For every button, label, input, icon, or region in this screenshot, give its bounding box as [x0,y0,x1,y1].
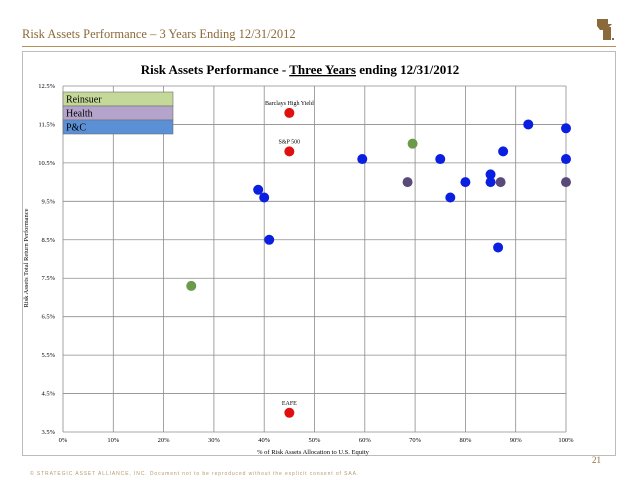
legend-label: P&C [66,123,86,134]
scatter-point [485,177,496,188]
legend-swatch [62,119,174,135]
chart-frame [22,51,616,456]
y-tick-label: 9.5% [41,198,55,205]
x-tick-label: 0% [59,437,68,444]
scatter-point [435,154,446,165]
x-tick-label: 50% [309,437,322,444]
x-tick-label: 10% [107,437,120,444]
x-tick-label: 30% [208,437,221,444]
legend-label: Reinsuer [66,95,102,106]
scatter-point [460,177,471,188]
y-tick-label: 3.5% [41,429,55,436]
scatter-point [523,119,534,130]
scatter-point [485,169,496,180]
y-tick-label: 12.5% [38,83,55,90]
x-tick-label: 60% [359,437,372,444]
x-tick-label: 80% [459,437,472,444]
page-title: Risk Assets Performance – 3 Years Ending… [22,27,296,41]
y-tick-label: 6.5% [41,314,55,321]
y-tick-label: 4.5% [41,391,55,398]
page-number: 21 [592,455,601,465]
footer-copyright: © STRATEGIC ASSET ALLIANCE, INC. Documen… [30,471,360,477]
x-tick-label: 90% [510,437,523,444]
scatter-point [284,407,295,418]
scatter-point [407,138,418,149]
x-tick-label: 100% [558,437,574,444]
x-tick-label: 70% [409,437,422,444]
scatter-point [561,123,571,134]
scatter-point [284,146,295,157]
x-axis-label: % of Risk Assets Allocation to U.S. Equi… [257,449,370,456]
scatter-point [253,184,264,195]
scatter-point [284,107,295,118]
chart-title-prefix: Risk Assets Performance - [141,62,290,77]
scatter-point [264,234,275,245]
point-annotation: Barclays High Yield [265,101,314,107]
y-tick-label: 5.5% [41,352,55,359]
point-annotation: EAFE [282,401,297,407]
scatter-point [259,192,270,203]
chart-title: Risk Assets Performance - Three Years en… [141,62,460,77]
y-axis-label: Risk Assets Total Return Performance [23,208,30,307]
scatter-point [186,280,197,291]
x-tick-label: 20% [158,437,171,444]
scatter-point [561,154,571,165]
scatter-point [561,177,571,188]
y-tick-label: 10.5% [38,160,55,167]
legend-label: Health [66,109,93,120]
scatter-point [357,154,368,165]
scatter-point [498,146,509,157]
chart-title-underlined: Three Years [289,62,356,77]
scatter-point [493,242,504,253]
point-annotation: S&P 500 [279,139,301,145]
y-tick-label: 8.5% [41,237,55,244]
header-rule [22,46,616,47]
y-tick-label: 7.5% [41,275,55,282]
x-tick-label: 40% [258,437,271,444]
y-tick-label: 11.5% [38,121,55,128]
chart-title-suffix: ending 12/31/2012 [356,62,459,77]
saa-logo-icon [588,16,618,44]
scatter-point [495,177,506,188]
scatter-point [445,192,456,203]
scatter-point [402,177,413,188]
